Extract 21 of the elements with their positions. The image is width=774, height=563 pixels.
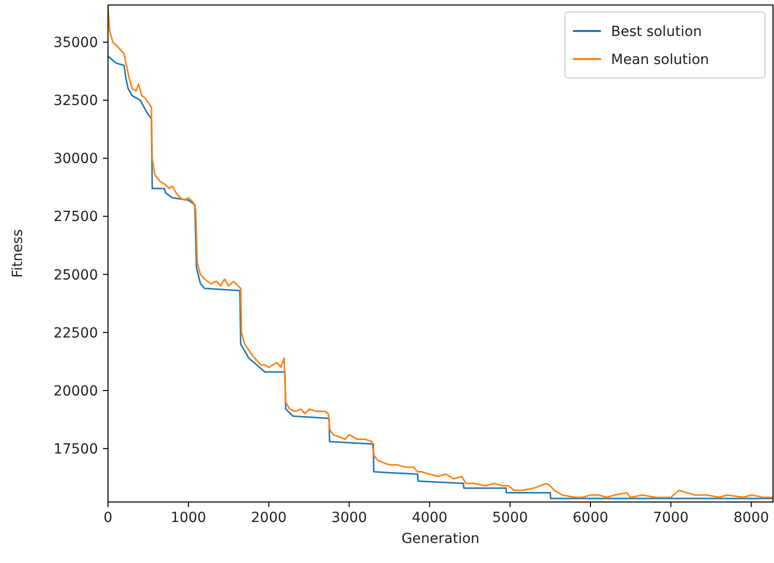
legend-label: Mean solution (611, 52, 710, 68)
x-tick-label: 6000 (572, 510, 608, 526)
x-tick-label: 0 (104, 510, 112, 526)
y-tick-label: 27500 (53, 209, 98, 226)
x-tick-label: 3000 (331, 510, 368, 526)
x-tick-label: 8000 (733, 510, 770, 526)
y-axis-title: Fitness (10, 229, 26, 278)
y-tick-label: 20000 (53, 383, 98, 400)
y-tick-label: 32500 (53, 93, 98, 110)
x-tick-label: 2000 (251, 510, 287, 526)
x-tick-label: 4000 (412, 510, 448, 526)
legend-label: Best solution (611, 24, 702, 40)
x-axis-title: Generation (401, 531, 480, 547)
x-tick-label: 1000 (170, 510, 206, 526)
y-tick-label: 17500 (53, 441, 98, 458)
x-tick-label: 5000 (492, 510, 528, 526)
y-tick-label: 25000 (53, 267, 98, 284)
y-tick-label: 35000 (53, 35, 98, 52)
x-tick-label: 7000 (653, 510, 689, 526)
y-tick-label: 22500 (53, 325, 98, 342)
y-tick-label: 30000 (53, 151, 98, 168)
